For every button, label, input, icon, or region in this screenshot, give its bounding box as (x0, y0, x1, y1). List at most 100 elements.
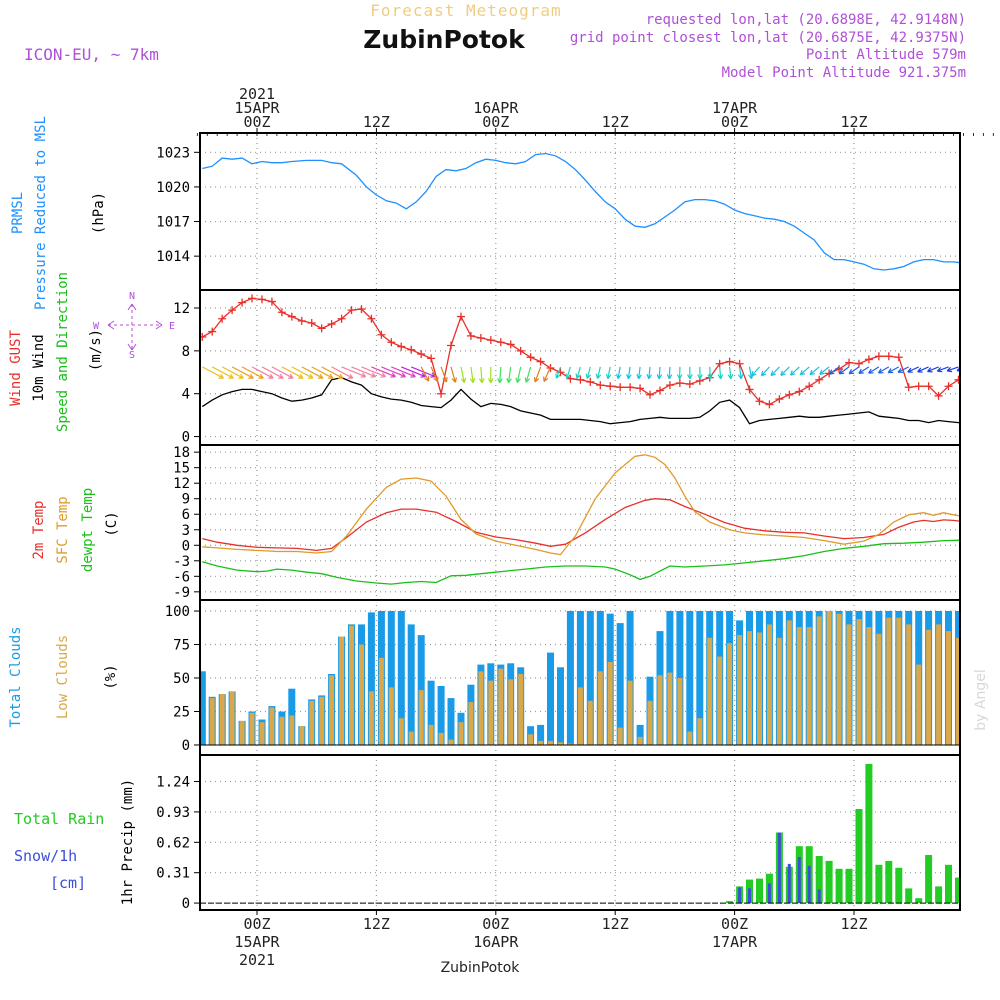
snow-bar (817, 889, 821, 904)
bottom-time-label: 00Z (721, 915, 748, 933)
total-rain-bar (845, 868, 853, 904)
temperature-ytick-label: 12 (173, 476, 190, 492)
precip-ytick-label: 0.62 (156, 835, 190, 851)
low-clouds-bar (737, 635, 743, 745)
wind-direction-arrow (506, 366, 512, 384)
wind-direction-arrow (936, 366, 949, 373)
gust-marker (765, 400, 774, 409)
gust-marker (337, 314, 346, 323)
total-clouds-bar (557, 667, 564, 745)
wind-direction-arrow (381, 366, 406, 378)
gust-marker (864, 355, 873, 364)
temperature-ytick-label: 3 (182, 523, 190, 539)
gust-marker (427, 354, 436, 363)
wind-direction-arrow (838, 366, 850, 375)
total-rain-bar (955, 877, 960, 904)
low-clouds-bar (438, 732, 444, 745)
low-clouds-bar (398, 718, 404, 745)
wind-direction-arrow (478, 366, 485, 384)
clouds-ytick-label: 25 (173, 704, 190, 720)
gust-marker (496, 338, 505, 347)
low-clouds-bar (677, 678, 683, 745)
compass-w: W (93, 321, 100, 332)
wind-direction-arrow (202, 366, 224, 379)
top-time-label: 15APR (234, 99, 280, 117)
wind-ytick-label: 8 (182, 344, 190, 360)
total-clouds-bar (417, 635, 425, 745)
low-clouds-bar (448, 739, 454, 745)
low-clouds-bar (587, 700, 593, 745)
gust-marker (447, 341, 456, 350)
low-clouds-bar (657, 675, 663, 745)
gust-marker (745, 385, 754, 394)
total-clouds-bar (965, 611, 972, 745)
gust-marker (576, 375, 585, 384)
gust-marker (238, 298, 247, 307)
gust-marker (725, 357, 734, 366)
wind-direction-arrow (533, 366, 542, 383)
low-clouds-bar (378, 657, 384, 745)
pressure-ytick-label: 1017 (156, 215, 190, 231)
wind-direction-arrow (311, 366, 334, 379)
compass-e: E (169, 321, 175, 332)
bottom-time-label: 12Z (602, 915, 629, 933)
low-clouds-bar (637, 736, 643, 745)
clouds-ytick-label: 50 (173, 671, 190, 687)
requested-coords: requested lon,lat (20.6898E, 42.9148N) (646, 12, 966, 28)
wind-direction-arrow (687, 366, 693, 380)
low-clouds-bar (418, 690, 424, 745)
low-clouds-bar (916, 664, 922, 745)
pressure-series-group (202, 152, 960, 271)
snow-unit-label: [cm] (50, 874, 86, 892)
gust-marker (586, 377, 595, 386)
low-clouds-bar (966, 638, 971, 745)
wind-direction-arrow (241, 366, 264, 379)
gust-marker (775, 395, 784, 404)
wind-direction-arrow (717, 366, 724, 380)
gust-marker (287, 312, 296, 321)
total-rain-bar (925, 855, 933, 903)
bottom-time-label: 00Z (482, 915, 509, 933)
wind-direction-arrow (997, 366, 1000, 370)
gust-marker (914, 382, 923, 391)
pressure-label-1: PRMSL (10, 192, 26, 234)
gust-marker (536, 357, 545, 366)
low-clouds-bar (319, 696, 325, 745)
precip-unit: 1hr Precip (mm) (120, 779, 136, 905)
top-time-label: 16APR (473, 99, 519, 117)
model-label: ICON-EU, ~ 7km (24, 45, 159, 64)
gust-marker (874, 352, 883, 361)
low-clouds-bar (796, 627, 802, 745)
low-clouds-bar (388, 687, 394, 745)
low-clouds-bar (309, 700, 315, 745)
total-clouds-bar (407, 624, 415, 745)
gust-marker (516, 346, 525, 355)
wind-panel: 12 8 4 0 (173, 290, 960, 446)
gust-label: Wind GUST (8, 330, 24, 406)
gust-marker (974, 375, 982, 383)
wind-direction-arrow (626, 366, 632, 380)
gust-marker (317, 324, 326, 333)
wind-direction-arrow (697, 366, 703, 380)
wind-ytick-label: 4 (182, 387, 190, 403)
total-rain-bar (945, 864, 952, 903)
wind-direction-arrow (515, 366, 522, 383)
temp-unit: (C) (104, 511, 120, 536)
wind-direction-arrow (809, 366, 820, 376)
closest-coords: grid point closest lon,lat (20.6875E, 42… (570, 30, 966, 46)
total-rain-bar (825, 860, 833, 904)
gust-marker (964, 376, 972, 384)
low-clouds-bar (647, 700, 653, 745)
total-rain-bar (756, 878, 763, 904)
gust-marker (506, 340, 515, 349)
gust-marker (934, 391, 943, 400)
gust-marker (367, 314, 376, 323)
low-clouds-bar (269, 707, 275, 745)
temp2m-label: 2m Temp (31, 500, 47, 559)
low-clouds-bar (936, 624, 942, 745)
low-clouds-bar (926, 629, 932, 745)
low-clouds-bar (776, 637, 782, 745)
pressure-ytick-label: 1023 (156, 145, 190, 161)
